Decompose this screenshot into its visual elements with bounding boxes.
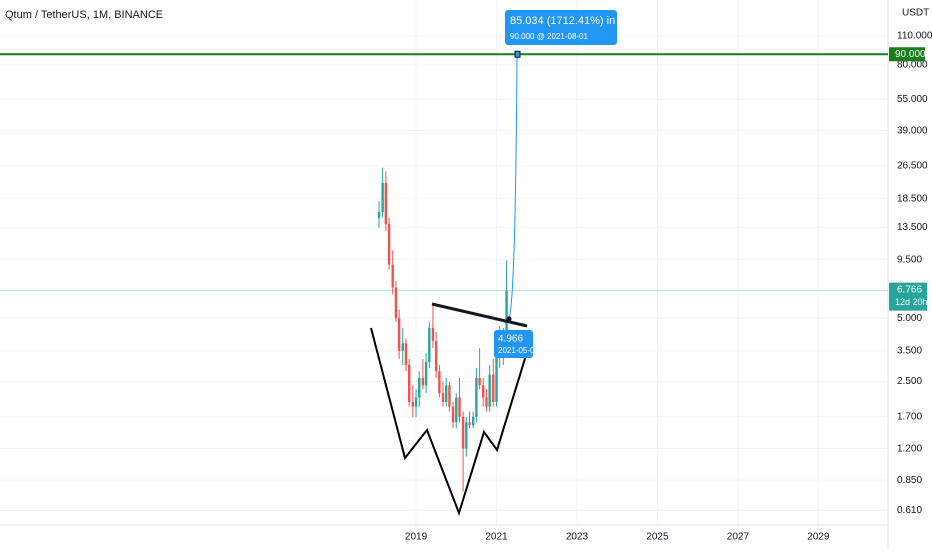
candle-body <box>465 422 468 449</box>
x-tick-label: 2023 <box>566 532 589 543</box>
start-price: 4.966 <box>498 334 523 345</box>
x-tick-label: 2029 <box>807 532 830 543</box>
projection-end <box>514 50 521 58</box>
candle-body <box>414 397 418 407</box>
currency: USDT <box>902 8 929 19</box>
candle-body <box>485 397 488 407</box>
projection-change: 85.034 (1712.41%) in 92d <box>510 15 637 27</box>
neckline <box>431 302 528 328</box>
candle-body <box>441 393 445 402</box>
x-tick-label: 2019 <box>405 532 428 543</box>
y-tick-label: 1.200 <box>897 443 922 454</box>
projection-start <box>506 316 512 322</box>
candle-body <box>424 361 428 386</box>
y-tick-label: 13.500 <box>897 222 928 233</box>
candle-body <box>461 416 465 449</box>
x-tick-label: 2025 <box>646 532 669 543</box>
candle-body <box>471 416 475 426</box>
candle-body <box>404 343 408 365</box>
candle-body <box>377 212 381 218</box>
y-tick-label: 0.610 <box>897 505 922 516</box>
candle-body <box>391 264 394 288</box>
start-date: 2021-05-01 <box>498 346 539 355</box>
last-price-box <box>889 282 927 311</box>
y-tick-label: 2.500 <box>897 376 922 387</box>
candle-body <box>384 182 388 225</box>
candle-body <box>458 397 461 417</box>
candle-body <box>387 224 391 265</box>
y-tick-label: 80.000 <box>897 60 928 71</box>
y-tick-label: 55.000 <box>897 94 928 105</box>
y-tick-label: 110.000 <box>897 31 932 42</box>
candle-body <box>478 377 481 386</box>
candle-body <box>407 364 411 402</box>
candle-body <box>492 374 495 402</box>
candle-body <box>488 374 491 407</box>
y-tick-label: 39.000 <box>897 125 928 136</box>
y-tick-label: 0.850 <box>897 475 922 486</box>
candle-body <box>445 385 448 402</box>
y-tick-label: 18.500 <box>897 193 928 204</box>
candle-body <box>475 377 478 417</box>
y-tick-label: 26.500 <box>897 161 928 172</box>
projection-tooltip <box>505 10 617 45</box>
candle-body <box>428 327 431 362</box>
level-label: 90.000 <box>895 49 926 60</box>
countdown: 12d 20h <box>895 297 928 307</box>
x-tick-label: 2027 <box>727 532 750 543</box>
candle-body <box>418 377 421 398</box>
candle-body <box>401 343 404 351</box>
y-tick-label: 1.700 <box>897 411 922 422</box>
candle-body <box>434 340 438 372</box>
candle-body <box>482 385 485 398</box>
candle-body <box>495 356 498 402</box>
candle-body <box>381 182 384 213</box>
last-price-label: 6.766 <box>897 284 922 295</box>
y-tick-label: 9.500 <box>897 254 922 265</box>
candle-body <box>431 327 435 341</box>
projection-target: 90.000 @ 2021-08-01 <box>510 32 589 41</box>
start-tooltip <box>494 330 533 358</box>
candle-body <box>451 406 455 423</box>
candle-body <box>421 377 425 386</box>
y-tick-label: 5.000 <box>897 313 922 324</box>
candle-body <box>468 422 471 426</box>
candle-body <box>394 287 398 319</box>
chart-title: Qtum / TetherUS, 1M, BINANCE <box>5 9 163 21</box>
x-tick-label: 2021 <box>485 532 508 543</box>
candle-body <box>397 318 401 351</box>
y-tick-label: 3.500 <box>897 345 922 356</box>
projection-curve <box>508 56 518 321</box>
candle-body <box>448 385 451 407</box>
grid <box>0 0 888 525</box>
pattern-drawing <box>370 327 528 517</box>
level-label-box <box>889 47 925 62</box>
candle-body <box>411 401 415 407</box>
candle-body <box>455 397 458 423</box>
candle-body <box>438 371 441 394</box>
